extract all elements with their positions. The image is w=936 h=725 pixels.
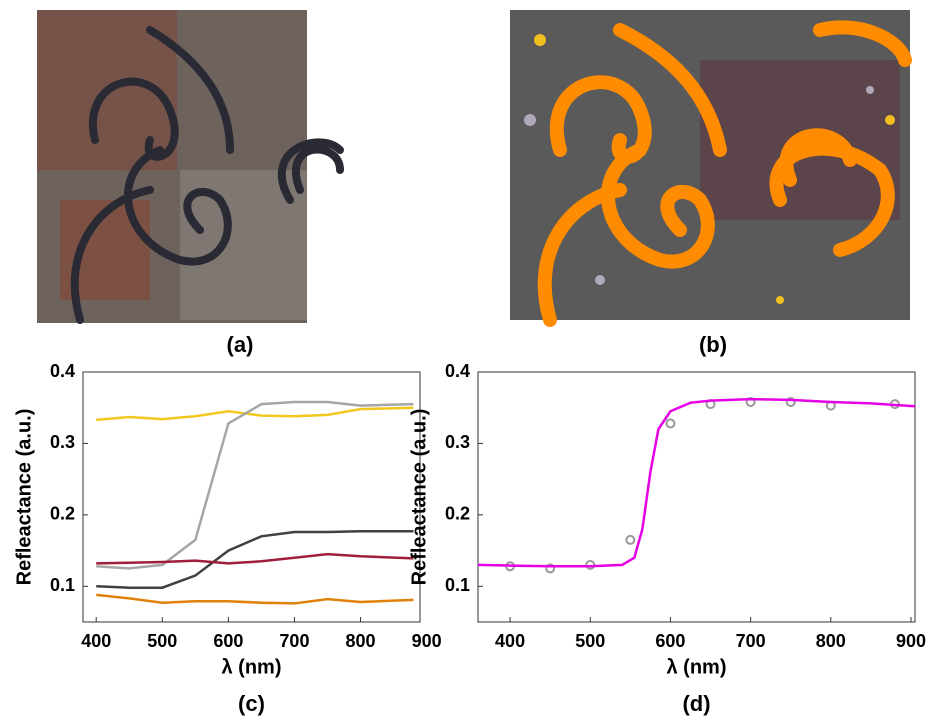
x-tick-label: 700 (279, 631, 309, 651)
panel-label: (a) (227, 332, 254, 357)
photo-a (37, 10, 340, 323)
x-axis-label: λ (nm) (667, 656, 727, 678)
x-tick-label: 800 (346, 631, 376, 651)
y-tick-label: 0.1 (50, 575, 75, 595)
y-axis-label: Refleactance (a.u.) (408, 409, 430, 586)
x-tick-label: 700 (736, 631, 766, 651)
x-tick-label: 800 (816, 631, 846, 651)
x-tick-label: 600 (655, 631, 685, 651)
y-tick-label: 0.1 (445, 575, 470, 595)
x-axis-label: λ (nm) (222, 656, 282, 678)
y-tick-label: 0.3 (50, 432, 75, 452)
panel-label: (d) (682, 691, 710, 716)
y-tick-label: 0.4 (50, 361, 75, 381)
photo-b (510, 10, 910, 320)
panel-label: (b) (699, 332, 727, 357)
y-tick-label: 0.3 (445, 432, 470, 452)
x-tick-label: 900 (896, 631, 926, 651)
panel-label: (c) (238, 691, 265, 716)
x-tick-label: 500 (575, 631, 605, 651)
y-tick-label: 0.4 (445, 361, 470, 381)
x-tick-label: 900 (412, 631, 442, 651)
figure: (a) (b) 0.1 0.2 0.3 0.4 400 500 600 700 800 900 λ … (0, 0, 936, 720)
x-tick-label: 500 (147, 631, 177, 651)
x-tick-label: 600 (213, 631, 243, 651)
y-tick-label: 0.2 (50, 504, 75, 524)
x-tick-label: 400 (495, 631, 525, 651)
plot-area (478, 372, 915, 622)
x-tick-label: 400 (81, 631, 111, 651)
y-axis-label: Refleactance (a.u.) (13, 409, 35, 586)
y-tick-label: 0.2 (445, 504, 470, 524)
